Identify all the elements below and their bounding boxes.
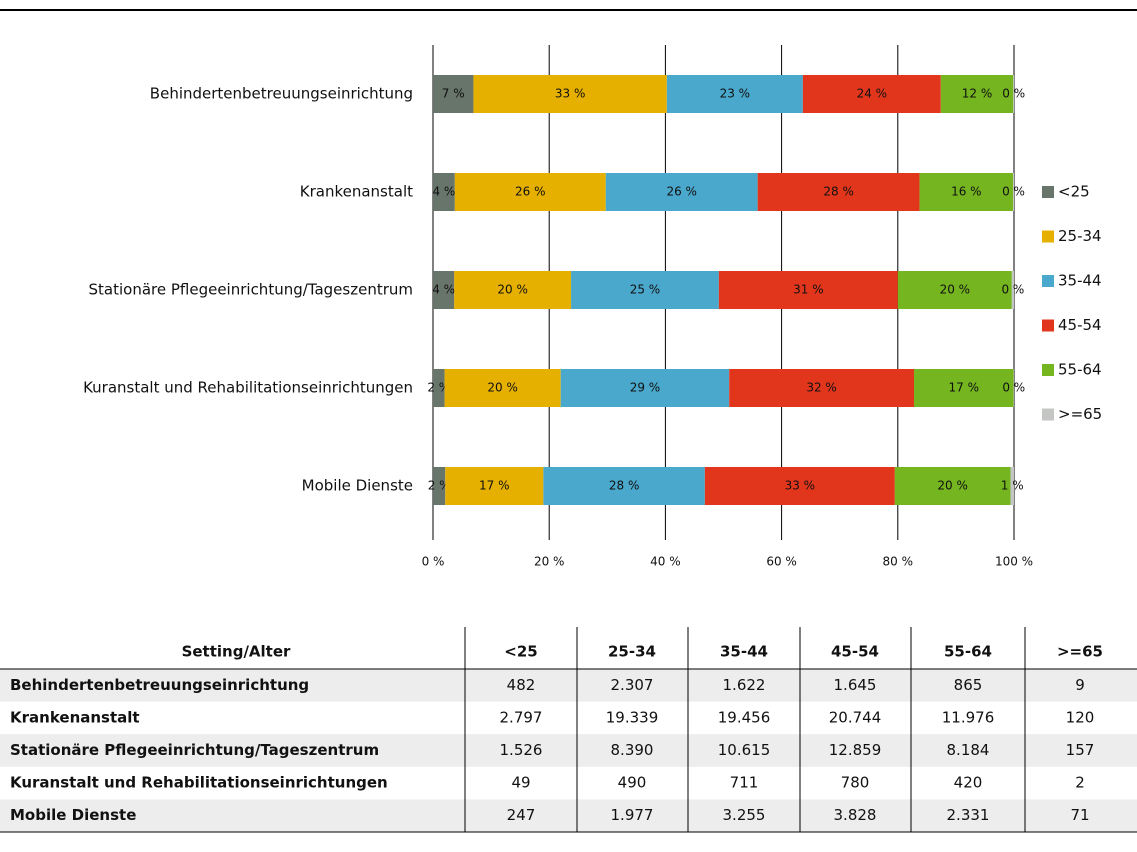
table-cell: 482: [507, 676, 536, 694]
table-cell: 19.339: [606, 708, 659, 726]
table-cell: 711: [730, 774, 759, 792]
table-cell: 2.331: [947, 806, 990, 824]
table-cell: 247: [507, 806, 536, 824]
x-tick-label: 0 %: [422, 555, 445, 569]
table-cell: 2.797: [500, 708, 543, 726]
legend-label: 55-64: [1058, 361, 1102, 379]
value-label: 20 %: [937, 479, 968, 493]
value-label: 28 %: [823, 185, 854, 199]
x-tick-label: 100 %: [995, 555, 1033, 569]
row-label: Kuranstalt und Rehabilitationseinrichtun…: [10, 774, 388, 792]
table-cell: 1.645: [834, 676, 877, 694]
value-label: 28 %: [609, 479, 640, 493]
table-header: Setting/Alter: [182, 643, 291, 661]
table-cell: 11.976: [942, 708, 995, 726]
x-tick-label: 80 %: [883, 555, 914, 569]
table-cell: 1.977: [611, 806, 654, 824]
value-label: 29 %: [630, 381, 661, 395]
legend-swatch: [1042, 409, 1054, 421]
value-label: 1 %: [1001, 479, 1024, 493]
value-label: 0 %: [1002, 185, 1025, 199]
legend-swatch: [1042, 231, 1054, 243]
legend-label: 45-54: [1058, 316, 1102, 334]
category-label: Kuranstalt und Rehabilitationseinrichtun…: [83, 379, 413, 397]
table-cell: 3.828: [834, 806, 877, 824]
table-header: >=65: [1057, 643, 1103, 661]
row-label: Stationäre Pflegeeinrichtung/Tageszentru…: [10, 741, 379, 759]
table-cell: 71: [1070, 806, 1089, 824]
value-label: 24 %: [857, 87, 888, 101]
value-label: 33 %: [555, 87, 586, 101]
category-label: Stationäre Pflegeeinrichtung/Tageszentru…: [89, 281, 414, 299]
legend-label: >=65: [1058, 405, 1102, 423]
table-cell: 19.456: [718, 708, 771, 726]
table-cell: 49: [511, 774, 530, 792]
value-label: 17 %: [479, 479, 510, 493]
table-cell: 8.390: [611, 741, 654, 759]
legend-swatch: [1042, 186, 1054, 198]
table-cell: 420: [954, 774, 983, 792]
legend-swatch: [1042, 275, 1054, 287]
table-cell: 20.744: [829, 708, 882, 726]
table-cell: 780: [841, 774, 870, 792]
table-cell: 9: [1075, 676, 1085, 694]
table-cell: 1.622: [723, 676, 766, 694]
table-cell: 12.859: [829, 741, 882, 759]
value-label: 31 %: [793, 283, 824, 297]
table-header: 45-54: [831, 643, 879, 661]
category-label: Behindertenbetreuungseinrichtung: [150, 85, 413, 103]
category-label: Mobile Dienste: [302, 477, 413, 495]
legend-label: 35-44: [1058, 272, 1102, 290]
legend-label: 25-34: [1058, 227, 1102, 245]
table-cell: 8.184: [947, 741, 990, 759]
value-label: 26 %: [515, 185, 546, 199]
category-label: Krankenanstalt: [300, 183, 413, 201]
table-cell: 2: [1075, 774, 1085, 792]
value-label: 17 %: [949, 381, 980, 395]
value-label: 33 %: [785, 479, 816, 493]
table-cell: 120: [1066, 708, 1095, 726]
row-label: Behindertenbetreuungseinrichtung: [10, 676, 309, 694]
legend-swatch: [1042, 364, 1054, 376]
table-cell: 490: [618, 774, 647, 792]
table-header: 25-34: [608, 643, 656, 661]
x-tick-label: 60 %: [766, 555, 797, 569]
value-label: 12 %: [962, 87, 993, 101]
value-label: 0 %: [1001, 283, 1024, 297]
value-label: 20 %: [940, 283, 971, 297]
value-label: 20 %: [487, 381, 518, 395]
row-label: Mobile Dienste: [10, 806, 136, 824]
table-cell: 3.255: [723, 806, 766, 824]
value-label: 25 %: [630, 283, 661, 297]
value-label: 4 %: [432, 185, 455, 199]
x-tick-label: 40 %: [650, 555, 681, 569]
legend-label: <25: [1058, 183, 1090, 201]
table-header: 35-44: [720, 643, 768, 661]
row-label: Krankenanstalt: [10, 708, 140, 726]
table-cell: 10.615: [718, 741, 771, 759]
table-cell: 157: [1066, 741, 1095, 759]
table-cell: 1.526: [500, 741, 543, 759]
value-label: 0 %: [1002, 381, 1025, 395]
value-label: 16 %: [951, 185, 982, 199]
table-cell: 2.307: [611, 676, 654, 694]
table-header: 55-64: [944, 643, 992, 661]
x-tick-label: 20 %: [534, 555, 565, 569]
value-label: 20 %: [497, 283, 528, 297]
table-cell: 865: [954, 676, 983, 694]
value-label: 32 %: [806, 381, 837, 395]
table-header: <25: [504, 643, 537, 661]
value-label: 23 %: [720, 87, 751, 101]
value-label: 26 %: [666, 185, 697, 199]
value-label: 4 %: [432, 283, 455, 297]
legend-swatch: [1042, 320, 1054, 332]
value-label: 0 %: [1002, 87, 1025, 101]
value-label: 7 %: [442, 87, 465, 101]
